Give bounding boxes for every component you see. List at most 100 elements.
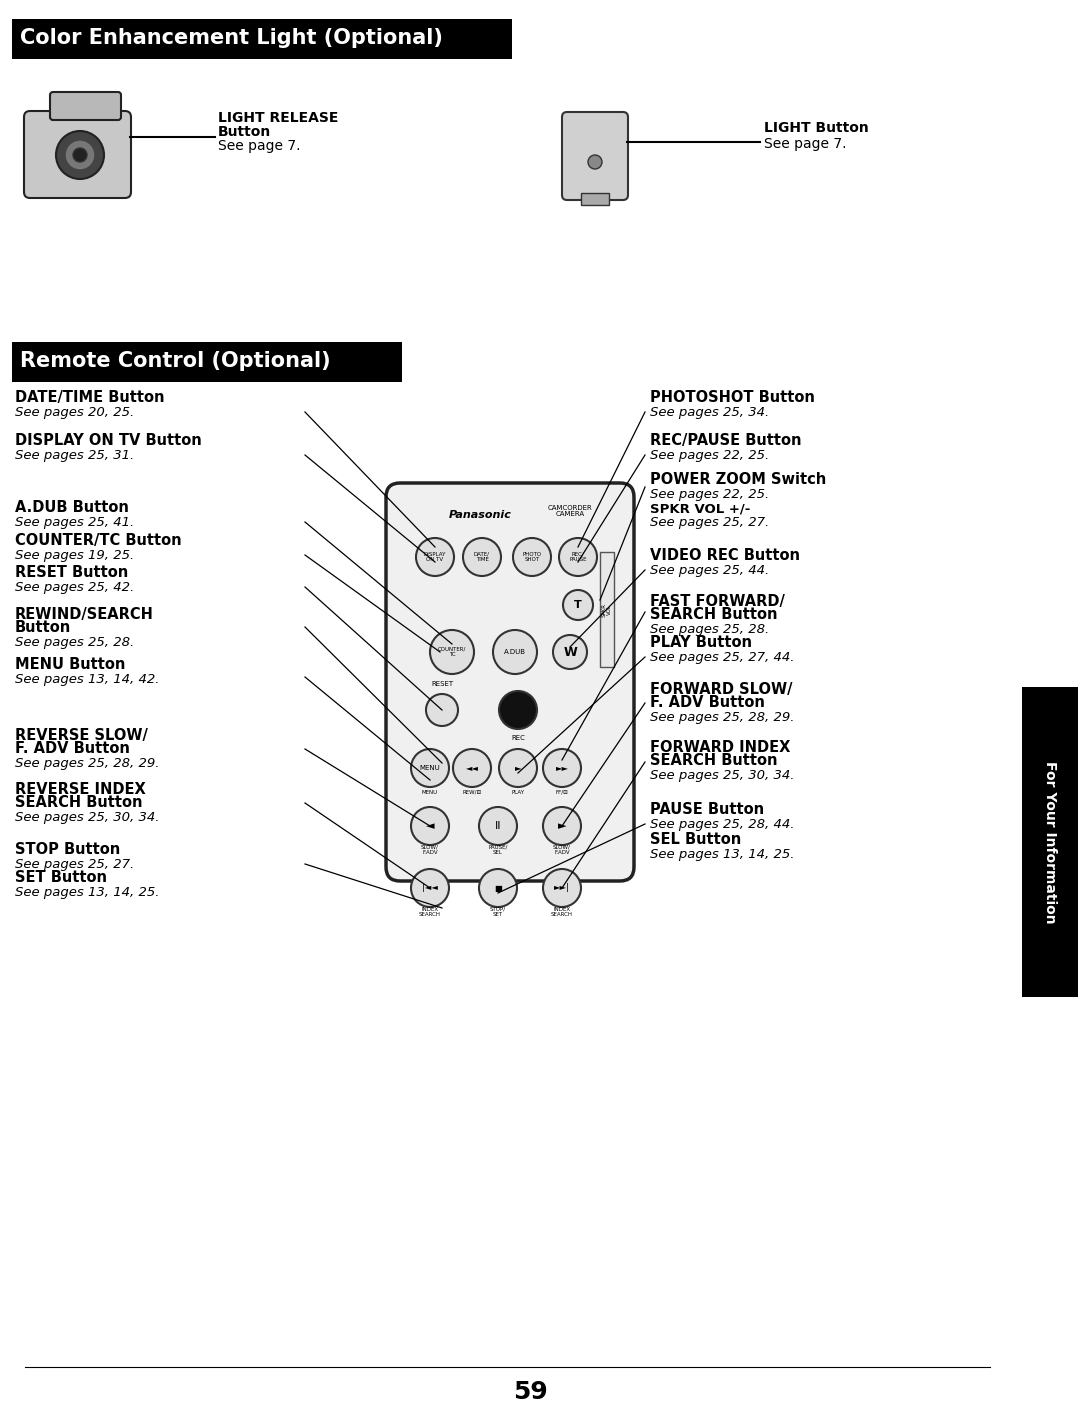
Circle shape — [543, 869, 581, 908]
Circle shape — [588, 156, 602, 168]
Circle shape — [543, 749, 581, 788]
Text: See pages 25, 28, 44.: See pages 25, 28, 44. — [650, 818, 795, 831]
Text: F. ADV Button: F. ADV Button — [15, 741, 130, 756]
Text: See pages 25, 30, 34.: See pages 25, 30, 34. — [650, 769, 795, 782]
Text: FORWARD INDEX: FORWARD INDEX — [650, 741, 791, 755]
Text: ►►: ►► — [555, 763, 568, 772]
Text: See pages 25, 27.: See pages 25, 27. — [650, 517, 769, 529]
Text: See pages 22, 25.: See pages 22, 25. — [650, 488, 769, 501]
Text: REVERSE SLOW/: REVERSE SLOW/ — [15, 728, 148, 743]
Text: PHOTOSHOT Button: PHOTOSHOT Button — [650, 390, 815, 405]
Text: STOP Button: STOP Button — [15, 842, 120, 858]
Circle shape — [411, 808, 449, 845]
Text: Button: Button — [218, 126, 271, 138]
Text: VIDEO REC Button: VIDEO REC Button — [650, 548, 800, 564]
Text: W: W — [563, 645, 577, 658]
Text: See pages 25, 28, 29.: See pages 25, 28, 29. — [15, 756, 160, 771]
Text: POWER ZOOM Switch: POWER ZOOM Switch — [650, 472, 826, 487]
Text: DISPLAY ON TV Button: DISPLAY ON TV Button — [15, 432, 202, 448]
Text: ►►|: ►►| — [554, 883, 570, 892]
Text: ◄◄: ◄◄ — [465, 763, 478, 772]
Text: See pages 25, 34.: See pages 25, 34. — [650, 407, 769, 420]
Text: DATE/
TIME: DATE/ TIME — [474, 552, 490, 562]
Bar — [1022, 686, 1078, 997]
Text: RESET: RESET — [431, 681, 454, 686]
Text: See pages 25, 30, 34.: See pages 25, 30, 34. — [15, 811, 160, 823]
Text: SEL Button: SEL Button — [650, 832, 741, 848]
Text: See pages 25, 27.: See pages 25, 27. — [15, 858, 134, 870]
Bar — [581, 193, 609, 205]
Text: SPKR
VOL: SPKR VOL — [602, 604, 612, 616]
Text: RESET Button: RESET Button — [15, 565, 129, 579]
Text: FF/⊟: FF/⊟ — [555, 789, 568, 795]
Text: Remote Control (Optional): Remote Control (Optional) — [21, 351, 330, 371]
Circle shape — [553, 635, 588, 669]
Bar — [12, 19, 512, 59]
Text: PAUSE/
SEL: PAUSE/ SEL — [488, 845, 508, 855]
Text: COUNTER/TC Button: COUNTER/TC Button — [15, 534, 181, 548]
Circle shape — [499, 691, 537, 729]
Text: See pages 20, 25.: See pages 20, 25. — [15, 407, 134, 420]
Text: MENU Button: MENU Button — [15, 656, 125, 672]
Text: ◄: ◄ — [426, 821, 434, 831]
Text: FORWARD SLOW/: FORWARD SLOW/ — [650, 682, 793, 696]
Text: REC: REC — [511, 735, 525, 741]
Text: PAUSE Button: PAUSE Button — [650, 802, 765, 818]
Text: ►: ► — [557, 821, 566, 831]
Circle shape — [563, 589, 593, 619]
Text: DATE/TIME Button: DATE/TIME Button — [15, 390, 164, 405]
Text: REC/
PAUSE: REC/ PAUSE — [569, 552, 586, 562]
Text: ■: ■ — [494, 883, 502, 892]
FancyBboxPatch shape — [562, 111, 627, 200]
Text: DISPLAY
ON TV: DISPLAY ON TV — [423, 552, 446, 562]
Text: SET Button: SET Button — [15, 870, 107, 885]
Text: INDEX
SEARCH: INDEX SEARCH — [551, 906, 573, 918]
Text: CAMCORDER
CAMERA: CAMCORDER CAMERA — [548, 505, 592, 518]
Text: See pages 22, 25.: See pages 22, 25. — [650, 450, 769, 462]
Text: See pages 25, 41.: See pages 25, 41. — [15, 517, 134, 529]
Text: II: II — [495, 821, 501, 831]
Circle shape — [492, 629, 537, 674]
Circle shape — [65, 140, 95, 170]
Text: STOP/
SET: STOP/ SET — [490, 906, 507, 918]
Text: Button: Button — [15, 619, 71, 635]
Text: T: T — [575, 599, 582, 609]
Circle shape — [56, 131, 104, 178]
Text: A.DUB: A.DUB — [504, 649, 526, 655]
Text: See pages 25, 31.: See pages 25, 31. — [15, 450, 134, 462]
Text: REVERSE INDEX: REVERSE INDEX — [15, 782, 146, 798]
Circle shape — [411, 749, 449, 788]
Circle shape — [480, 808, 517, 845]
FancyBboxPatch shape — [50, 91, 121, 120]
Text: See pages 25, 44.: See pages 25, 44. — [650, 564, 769, 577]
Text: LIGHT RELEASE: LIGHT RELEASE — [218, 111, 338, 126]
FancyBboxPatch shape — [386, 482, 634, 880]
Text: SEARCH Button: SEARCH Button — [650, 753, 778, 768]
Text: ►: ► — [515, 763, 522, 772]
Text: See pages 13, 14, 25.: See pages 13, 14, 25. — [15, 886, 160, 899]
Text: |◄◄: |◄◄ — [422, 883, 437, 892]
Text: See page 7.: See page 7. — [764, 137, 847, 151]
Text: F. ADV Button: F. ADV Button — [650, 695, 765, 711]
Text: FAST FORWARD/: FAST FORWARD/ — [650, 594, 785, 609]
Text: Panasonic: Panasonic — [448, 509, 512, 519]
Circle shape — [430, 629, 474, 674]
Text: See pages 25, 28.: See pages 25, 28. — [650, 624, 769, 636]
Text: See pages 13, 14, 42.: See pages 13, 14, 42. — [15, 674, 160, 686]
Text: INDEX
SEARCH: INDEX SEARCH — [419, 906, 441, 918]
Text: See pages 25, 28.: See pages 25, 28. — [15, 636, 134, 649]
Text: REW/⊟: REW/⊟ — [462, 789, 482, 795]
Bar — [12, 342, 402, 382]
Text: A.DUB Button: A.DUB Button — [15, 499, 129, 515]
Circle shape — [463, 538, 501, 577]
Text: SPKR VOL +/-: SPKR VOL +/- — [650, 502, 751, 515]
Text: COUNTER/
TC: COUNTER/ TC — [437, 646, 467, 658]
Circle shape — [453, 749, 491, 788]
FancyBboxPatch shape — [24, 111, 131, 198]
Circle shape — [416, 538, 454, 577]
Circle shape — [73, 148, 87, 163]
Bar — [600, 552, 615, 666]
Text: REWIND/SEARCH: REWIND/SEARCH — [15, 606, 153, 622]
Text: SLOW/
F.ADV: SLOW/ F.ADV — [553, 845, 571, 855]
Text: See pages 25, 28, 29.: See pages 25, 28, 29. — [650, 711, 795, 723]
